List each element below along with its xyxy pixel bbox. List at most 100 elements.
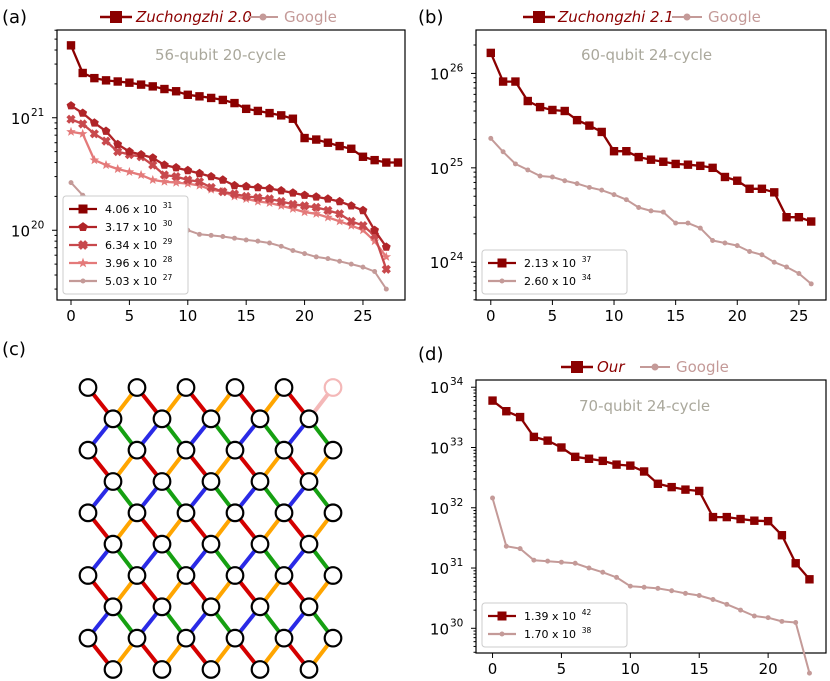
data-point <box>757 184 767 193</box>
data-point <box>805 575 814 584</box>
y-tick-label: 10 <box>430 439 449 457</box>
y-tick-label: 10 <box>430 379 449 397</box>
legend-exponent: 27 <box>163 273 173 282</box>
data-point <box>498 77 508 86</box>
data-point <box>195 92 204 101</box>
data-point <box>311 192 321 201</box>
data-point <box>311 208 321 218</box>
legend-marker <box>499 631 505 637</box>
data-point <box>241 191 251 201</box>
data-point <box>278 243 284 249</box>
legend-marker-square <box>571 361 583 373</box>
data-point <box>171 177 181 187</box>
data-point <box>136 80 146 89</box>
qubit-node <box>250 472 270 491</box>
data-point <box>196 231 202 237</box>
data-point <box>771 259 777 265</box>
data-point <box>659 157 668 166</box>
data-point <box>194 180 205 190</box>
data-point <box>290 248 296 254</box>
y-tick-exponent: 25 <box>450 157 463 169</box>
qubit-node <box>103 472 123 491</box>
data-point <box>113 139 123 149</box>
data-point <box>206 93 216 103</box>
data-point <box>750 516 759 525</box>
panel-label-b: (b) <box>418 7 443 28</box>
data-point <box>515 412 525 422</box>
data-point <box>358 221 368 231</box>
data-point <box>136 169 146 179</box>
data-point <box>611 192 617 198</box>
y-tick-exponent: 33 <box>450 436 463 448</box>
legend-box: 2.13 x 10 37 2.60 x 10 34 <box>481 249 628 295</box>
legend-label: 3.17 x 10 <box>105 221 157 234</box>
qubit-node <box>176 566 196 585</box>
data-point <box>323 212 333 222</box>
data-point <box>183 178 193 188</box>
data-point <box>807 217 816 226</box>
data-point <box>218 187 228 197</box>
data-point <box>623 197 629 203</box>
data-point <box>78 68 87 78</box>
series-1 <box>490 495 812 676</box>
series-0 <box>488 396 814 584</box>
data-point <box>288 203 298 213</box>
y-tick-label: 10 <box>430 620 449 638</box>
qubit-node <box>250 409 270 429</box>
data-point <box>523 96 532 106</box>
data-point <box>360 264 366 270</box>
data-point <box>208 232 214 238</box>
legend-exponent: 28 <box>163 255 173 264</box>
data-point <box>639 467 649 476</box>
data-point <box>653 479 663 488</box>
data-point <box>218 95 228 105</box>
legend-exponent: 31 <box>163 201 173 210</box>
data-point <box>358 152 368 161</box>
data-point <box>323 205 333 215</box>
qubit-node <box>127 440 147 460</box>
data-point <box>572 115 582 125</box>
data-point <box>346 201 356 210</box>
data-point <box>381 264 391 274</box>
data-point <box>302 251 308 257</box>
data-point <box>159 176 170 186</box>
data-point <box>66 114 76 124</box>
data-point <box>794 212 804 222</box>
qubit-node <box>152 472 172 491</box>
data-point <box>195 168 204 178</box>
qubit-node <box>176 440 196 460</box>
data-point <box>733 176 742 185</box>
qubit-node <box>78 440 98 460</box>
data-point <box>782 212 791 222</box>
data-point <box>759 252 765 258</box>
series-line <box>489 52 812 223</box>
data-point <box>325 256 331 262</box>
data-point <box>574 181 580 187</box>
qubit-node <box>201 534 221 554</box>
data-point <box>660 209 666 215</box>
data-point <box>370 225 379 234</box>
plot-frame <box>475 379 827 654</box>
qubit-node <box>103 409 123 429</box>
data-point <box>276 200 286 210</box>
data-point <box>695 486 704 496</box>
qubit-node <box>250 597 270 617</box>
y-tick-label: 10 <box>430 500 449 518</box>
data-point <box>722 512 731 522</box>
qubit-node <box>152 660 172 679</box>
data-point <box>558 559 564 565</box>
data-point <box>708 163 717 173</box>
series-0 <box>66 41 403 167</box>
data-point <box>383 286 389 292</box>
data-point <box>358 225 368 235</box>
data-point <box>66 101 76 110</box>
data-point <box>311 202 321 212</box>
legend-label-google: Google <box>284 8 337 26</box>
data-point <box>543 436 552 445</box>
y-tick-label: 10 <box>430 254 449 272</box>
qubit-node <box>201 409 221 429</box>
data-point <box>586 184 592 190</box>
legend-marker <box>77 257 89 268</box>
x-tick-label: 25 <box>353 307 372 325</box>
